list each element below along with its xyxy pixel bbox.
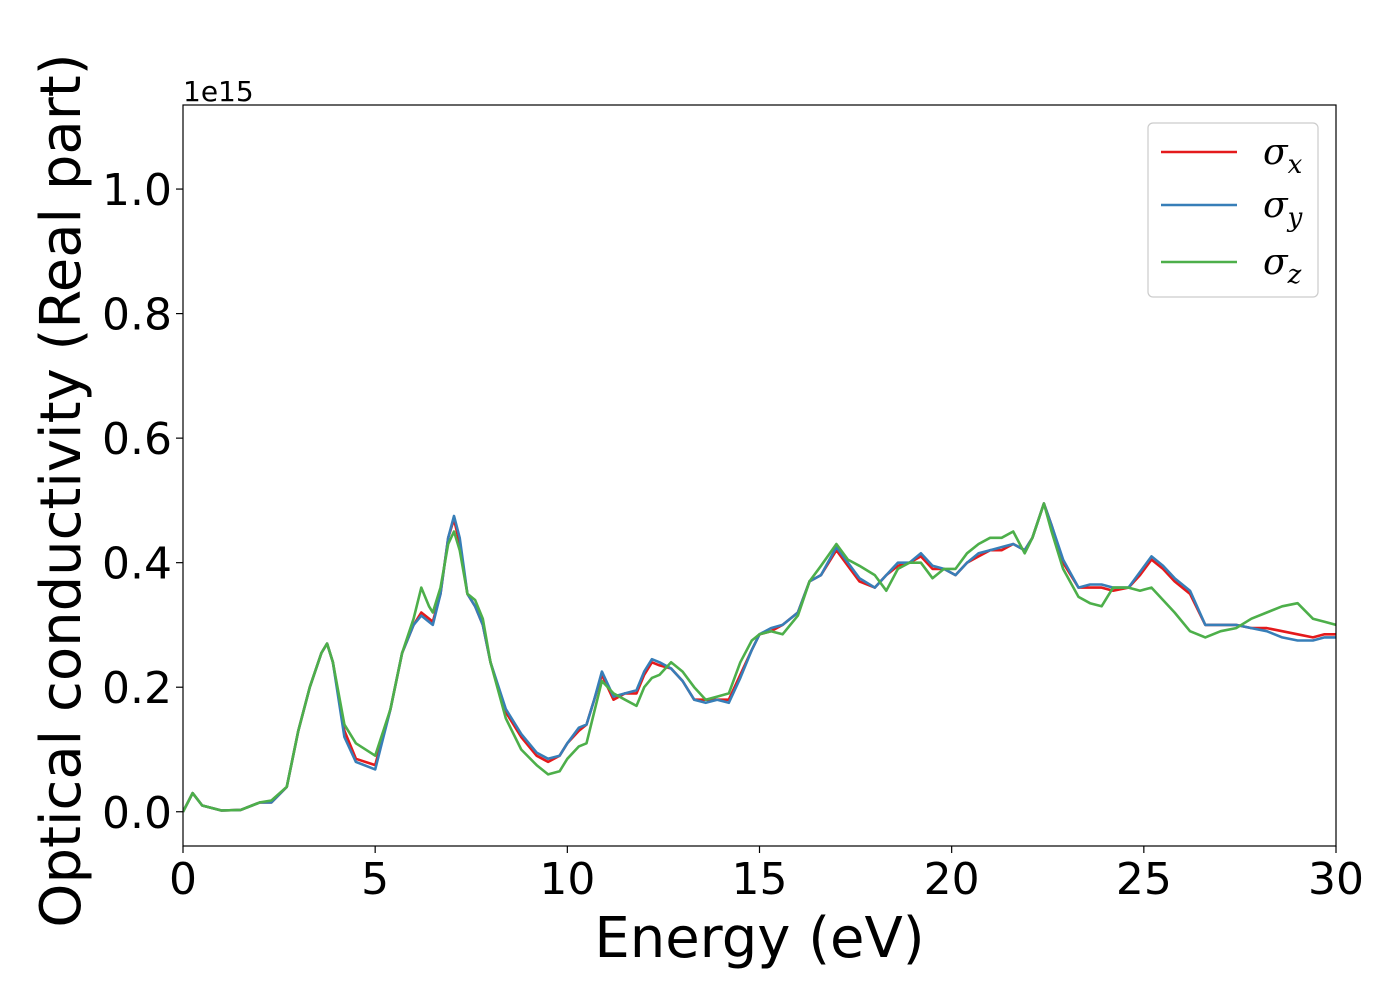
x-tick-label: 30 [1308,854,1364,905]
y-tick-label: 0.4 [102,539,172,590]
legend-label-sigma-z: σz [1263,242,1302,290]
legend-label-sigma-x: σx [1263,132,1303,180]
x-tick-label: 25 [1116,854,1172,905]
x-tick-label: 0 [169,854,197,905]
x-axis-title: Energy (eV) [594,906,924,971]
x-tick-label: 5 [361,854,389,905]
y-tick-label: 0.6 [102,414,172,465]
y-tick-label: 0.0 [102,788,172,839]
x-tick-label: 10 [539,854,595,905]
y-axis-ticks: 0.0 0.2 0.4 0.6 0.8 1.0 [102,165,183,839]
y-tick-label: 0.8 [102,290,172,341]
x-tick-label: 20 [924,854,980,905]
series-line-sigma-z [183,502,1336,813]
y-tick-label: 0.2 [102,663,172,714]
x-tick-label: 15 [732,854,788,905]
series-layer [183,502,1336,813]
y-tick-label: 1.0 [102,165,172,216]
legend: σx σy σz [1147,122,1319,298]
y-axis-offset-label: 1e15 [183,75,254,108]
legend-box [1147,122,1319,298]
x-axis-ticks: 0 5 10 15 20 25 30 [169,846,1364,905]
legend-label-sigma-y: σy [1263,185,1303,233]
y-axis-title: Optical conductivity (Real part) [29,53,94,927]
